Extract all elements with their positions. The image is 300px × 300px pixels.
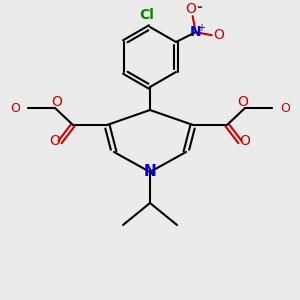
Text: Cl: Cl <box>140 8 154 22</box>
Text: -: - <box>196 0 202 14</box>
Text: O: O <box>185 2 196 16</box>
Text: +: + <box>197 23 205 33</box>
Text: N: N <box>144 164 156 179</box>
Text: N: N <box>190 25 202 39</box>
Text: O: O <box>238 95 248 109</box>
Text: O: O <box>280 101 290 115</box>
Text: O: O <box>10 101 20 115</box>
Text: O: O <box>240 134 250 148</box>
Text: O: O <box>52 95 62 109</box>
Text: O: O <box>213 28 224 42</box>
Text: O: O <box>50 134 60 148</box>
